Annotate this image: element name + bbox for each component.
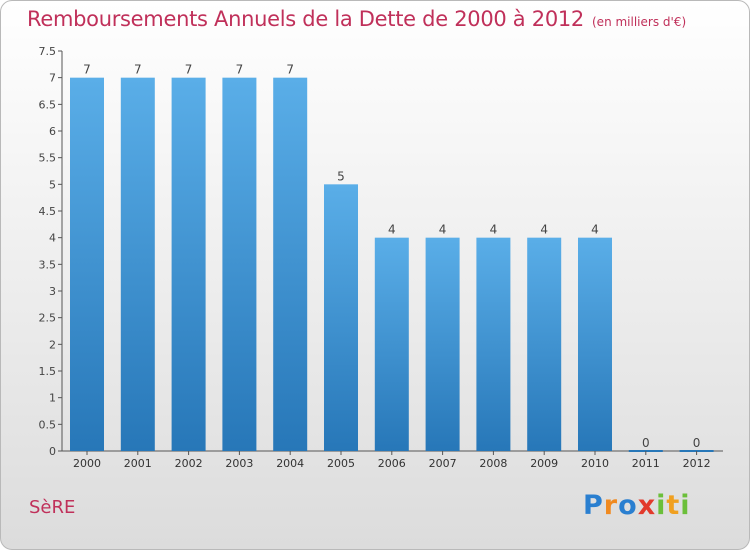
data-label: 4 bbox=[388, 223, 396, 237]
x-tick-label: 2010 bbox=[581, 457, 609, 470]
data-label: 7 bbox=[134, 63, 142, 77]
bar bbox=[476, 237, 511, 451]
y-tick-label: 0.5 bbox=[39, 418, 57, 431]
y-tick-label: 1 bbox=[49, 392, 56, 405]
bar bbox=[222, 77, 257, 452]
bar bbox=[324, 184, 358, 452]
data-label: 7 bbox=[185, 63, 193, 77]
x-tick-label: 2000 bbox=[73, 457, 101, 470]
proxiti-logo: Proxiti bbox=[583, 490, 691, 521]
data-label: 4 bbox=[540, 223, 548, 237]
bar bbox=[527, 237, 562, 451]
bar bbox=[374, 237, 409, 451]
x-tick-label: 2009 bbox=[530, 457, 558, 470]
x-tick-label: 2003 bbox=[225, 457, 253, 470]
bar bbox=[70, 77, 104, 452]
y-tick-label: 7 bbox=[49, 72, 56, 85]
x-tick-label: 2008 bbox=[479, 457, 507, 470]
y-tick-label: 6 bbox=[49, 125, 56, 138]
x-tick-label: 2004 bbox=[276, 457, 304, 470]
chart-unit: (en milliers d'€) bbox=[592, 15, 687, 29]
bar bbox=[578, 237, 612, 451]
data-label: 4 bbox=[439, 223, 447, 237]
x-tick-label: 2001 bbox=[124, 457, 152, 470]
x-tick-label: 2005 bbox=[327, 457, 355, 470]
data-label: 5 bbox=[337, 169, 345, 183]
x-tick-label: 2006 bbox=[378, 457, 406, 470]
y-tick-label: 3 bbox=[49, 285, 56, 298]
y-tick-label: 0 bbox=[49, 445, 56, 458]
commune-name: SèRE bbox=[29, 497, 76, 518]
x-tick-label: 2002 bbox=[175, 457, 203, 470]
data-label: 0 bbox=[693, 436, 701, 450]
chart-title: Remboursements Annuels de la Dette de 20… bbox=[27, 7, 686, 31]
bar bbox=[425, 237, 460, 451]
data-label: 4 bbox=[591, 223, 599, 237]
data-label: 0 bbox=[642, 436, 650, 450]
data-label: 7 bbox=[236, 63, 244, 77]
y-tick-label: 6.5 bbox=[39, 98, 57, 111]
data-label: 7 bbox=[83, 63, 91, 77]
chart-title-text: Remboursements Annuels de la Dette de 20… bbox=[27, 7, 584, 31]
bar bbox=[171, 77, 206, 452]
x-tick-label: 2007 bbox=[429, 457, 457, 470]
y-tick-label: 2 bbox=[49, 338, 56, 351]
y-tick-label: 4.5 bbox=[39, 205, 57, 218]
y-tick-label: 3.5 bbox=[39, 258, 57, 271]
data-label: 4 bbox=[490, 223, 498, 237]
y-tick-label: 1.5 bbox=[39, 365, 57, 378]
x-tick-label: 2012 bbox=[683, 457, 711, 470]
x-tick-label: 2011 bbox=[632, 457, 660, 470]
data-label: 7 bbox=[286, 63, 294, 77]
y-tick-label: 2.5 bbox=[39, 312, 57, 325]
y-tick-label: 5 bbox=[49, 178, 56, 191]
y-tick-label: 7.5 bbox=[39, 45, 57, 58]
y-tick-label: 4 bbox=[49, 232, 56, 245]
y-tick-label: 5.5 bbox=[39, 152, 57, 165]
bar bbox=[273, 77, 308, 452]
bar bbox=[120, 77, 155, 452]
